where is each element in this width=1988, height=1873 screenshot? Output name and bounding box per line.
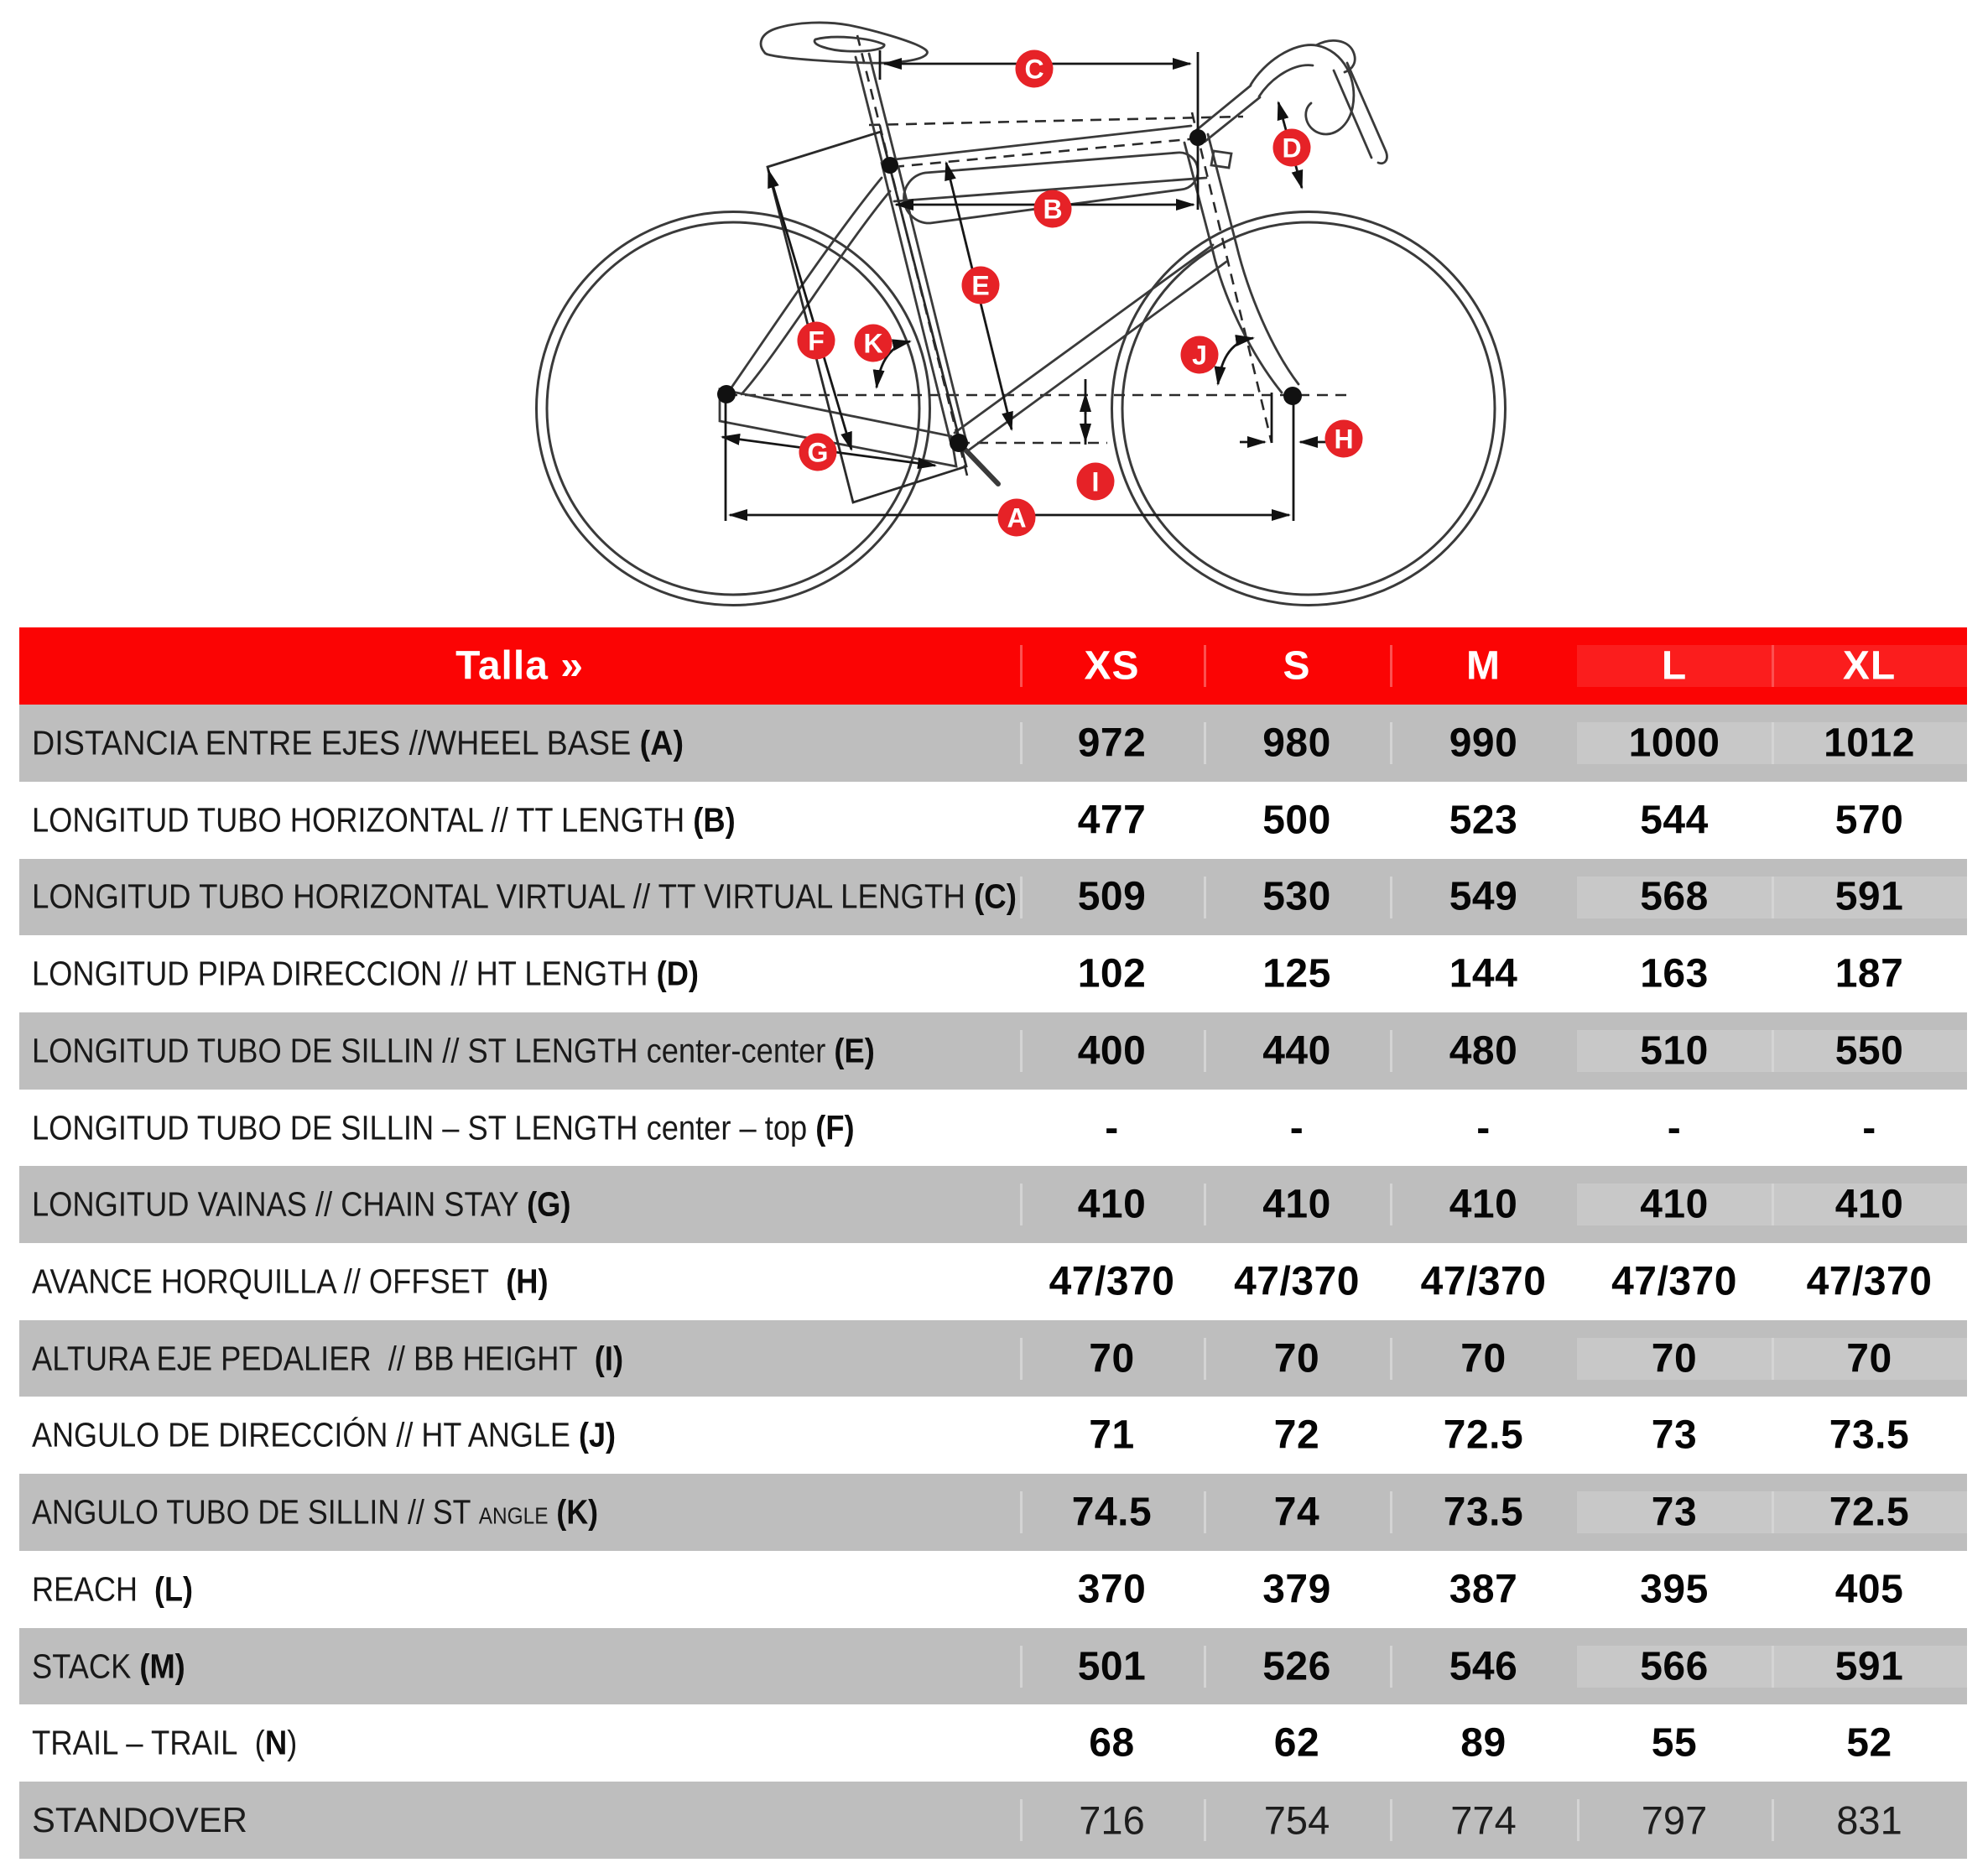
svg-text:E: E — [971, 271, 989, 301]
svg-text:B: B — [1043, 195, 1062, 225]
svg-text:H: H — [1334, 424, 1353, 455]
svg-text:A: A — [1007, 503, 1026, 533]
svg-text:C: C — [1024, 55, 1043, 85]
svg-text:D: D — [1282, 133, 1301, 164]
svg-text:G: G — [808, 438, 829, 468]
svg-text:K: K — [863, 329, 882, 359]
svg-text:I: I — [1092, 467, 1100, 497]
svg-text:J: J — [1192, 341, 1207, 371]
svg-text:F: F — [808, 326, 825, 356]
